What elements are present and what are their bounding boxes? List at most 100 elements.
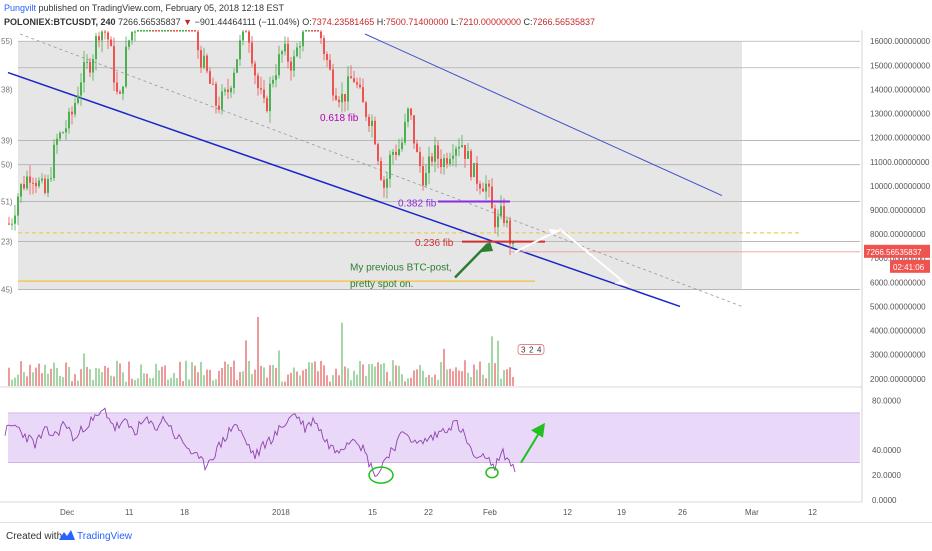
candle-body <box>317 30 319 32</box>
volume-bar <box>146 373 148 386</box>
candle-body <box>53 144 55 179</box>
volume-bar <box>278 350 280 386</box>
indicator-badge-number: 2 <box>529 345 534 354</box>
candle-body <box>149 30 151 32</box>
candle-body <box>407 108 409 122</box>
candle-body <box>35 182 37 187</box>
candle-body <box>449 158 451 164</box>
volume-bar <box>362 364 364 386</box>
volume-bar <box>188 379 190 386</box>
volume-bar <box>413 370 415 386</box>
candle-body <box>131 31 133 41</box>
volume-bar <box>272 364 274 386</box>
volume-bar <box>230 366 232 386</box>
volume-bar <box>182 381 184 386</box>
volume-bar <box>296 371 298 386</box>
volume-bar <box>392 360 394 386</box>
volume-bar <box>461 371 463 386</box>
candle-body <box>410 108 412 116</box>
candle-body <box>422 166 424 186</box>
volume-bar <box>242 371 244 386</box>
price-pane: 55) 38) 39) 50) 51) 23) 45) <box>1 30 860 308</box>
tradingview-brand-link[interactable]: TradingView <box>77 531 133 542</box>
candle-body <box>263 89 265 99</box>
volume-bar <box>266 377 268 386</box>
volume-bar <box>275 367 277 386</box>
volume-bar <box>194 365 196 386</box>
volume-bar <box>119 363 121 386</box>
candle-body <box>356 82 358 85</box>
candle-body <box>251 42 253 64</box>
candle-body <box>368 116 370 127</box>
volume-bar <box>509 367 511 386</box>
rsi-arrow-icon <box>531 422 545 438</box>
fib-0236-label: 0.236 fib <box>415 238 454 249</box>
candle-body <box>125 46 127 87</box>
candle-body <box>419 152 421 167</box>
candle-body <box>200 50 202 68</box>
candle-body <box>245 31 247 33</box>
candle-body <box>227 89 229 93</box>
candle-body <box>170 30 172 32</box>
rsi-tick-label: 20.0000 <box>872 471 901 480</box>
volume-bar <box>143 373 145 386</box>
time-tick-label: 12 <box>808 508 817 517</box>
time-tick-label: Feb <box>483 508 497 517</box>
rsi-divergence-ellipse <box>485 466 499 479</box>
candle-body <box>428 156 430 174</box>
volume-bar <box>128 361 130 386</box>
candle-body <box>338 99 340 103</box>
volume-bar <box>368 364 370 386</box>
time-tick-label: 26 <box>678 508 687 517</box>
volume-bar <box>44 364 46 386</box>
volume-bar <box>302 370 304 386</box>
candle-body <box>272 79 274 84</box>
candle-body <box>362 87 364 103</box>
candle-body <box>284 43 286 52</box>
volume-bar <box>167 379 169 386</box>
volume-bar <box>443 348 445 386</box>
candle-body <box>209 71 211 84</box>
candle-body <box>431 156 433 162</box>
volume-bar <box>68 366 70 386</box>
candle-body <box>443 158 445 168</box>
volume-tick-label: 4000.00000000 <box>870 327 926 336</box>
candle-body <box>260 88 262 90</box>
candle-body <box>386 178 388 188</box>
fib-left-label: 50) <box>1 161 13 170</box>
fib-left-label: 23) <box>1 238 13 247</box>
price-tick-label: 16000.00000000 <box>870 37 931 46</box>
candle-body <box>137 30 139 32</box>
candle-body <box>404 121 406 143</box>
candle-body <box>161 30 163 32</box>
volume-bar <box>161 366 163 386</box>
candle-body <box>59 132 61 139</box>
volume-bar <box>80 369 82 386</box>
volume-bar <box>257 316 259 386</box>
candle-body <box>359 84 361 88</box>
volume-bar <box>26 376 28 386</box>
time-tick-label: Dec <box>60 508 74 517</box>
volume-bar <box>248 360 250 386</box>
candle-body <box>215 83 217 106</box>
volume-bar <box>431 377 433 386</box>
candle-body <box>314 30 316 32</box>
volume-bar <box>11 379 13 386</box>
volume-tick-label: 2000.00000000 <box>870 375 926 384</box>
author-link[interactable]: Pungvilt <box>4 3 37 13</box>
volume-bar <box>491 336 493 386</box>
candle-body <box>44 178 46 193</box>
volume-tick-label: 3000.00000000 <box>870 351 926 360</box>
candle-body <box>383 179 385 188</box>
candle-body <box>413 115 415 144</box>
volume-bar <box>479 361 481 386</box>
candle-body <box>302 31 304 47</box>
candle-body <box>377 144 379 162</box>
candle-body <box>458 146 460 149</box>
candle-body <box>509 220 511 244</box>
tradingview-logo-icon[interactable] <box>59 529 75 541</box>
volume-bar <box>500 378 502 386</box>
candle-body <box>74 103 76 115</box>
